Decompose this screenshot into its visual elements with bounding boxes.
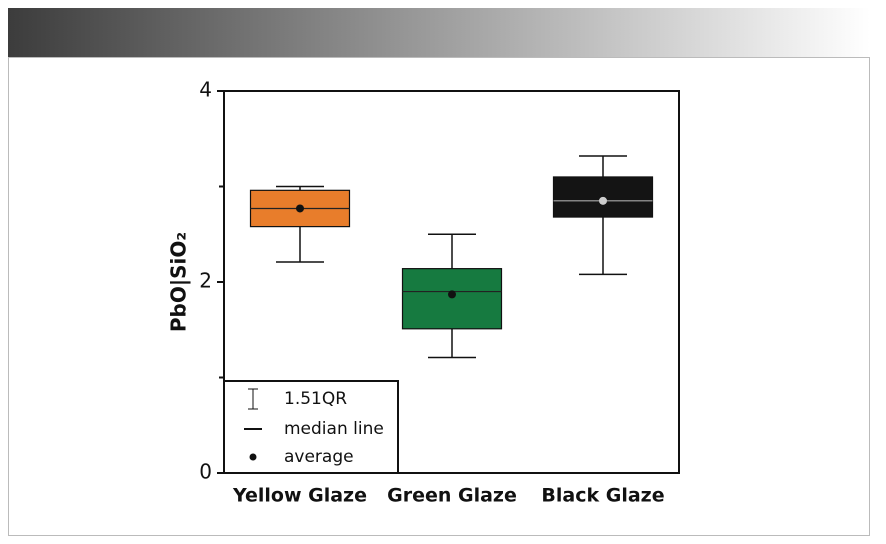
- y-tick-label: 2: [199, 269, 212, 293]
- legend-label: 1.51QR: [284, 389, 347, 409]
- mean-dot: [448, 290, 456, 299]
- frame: [8, 57, 870, 536]
- y-tick-label: 4: [199, 78, 212, 102]
- legend-mean-icon: [249, 453, 257, 461]
- legend-label: average: [284, 447, 354, 467]
- mean-dot: [296, 204, 304, 213]
- mean-dot: [599, 196, 607, 205]
- y-tick-label: 0: [199, 460, 212, 484]
- legend-label: median line: [284, 419, 384, 439]
- box: [401, 268, 503, 330]
- y-axis-label: PbO|SiO₂: [167, 232, 191, 332]
- header-bar: [8, 8, 870, 58]
- x-tick-label: Black Glaze: [541, 485, 664, 507]
- x-tick-label: Yellow Glaze: [232, 485, 367, 507]
- x-tick-label: Green Glaze: [387, 485, 517, 507]
